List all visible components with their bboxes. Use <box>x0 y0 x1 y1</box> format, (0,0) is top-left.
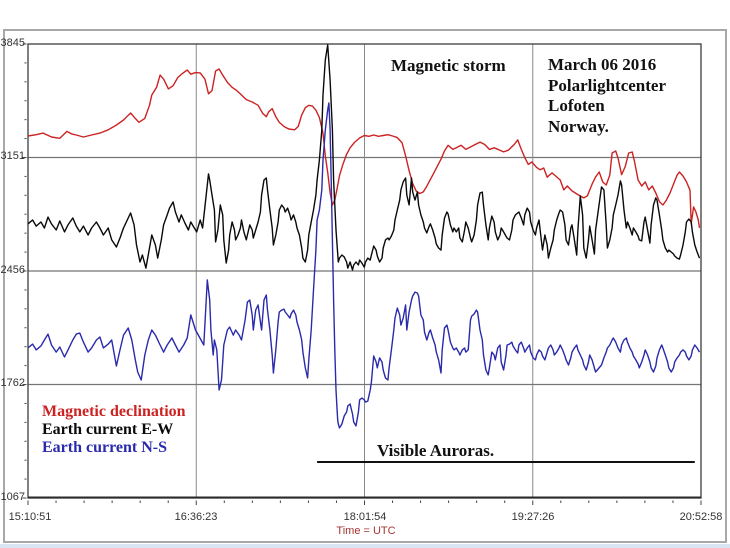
y-axis-label-1067: 1067 <box>0 491 25 503</box>
y-axis-label-3151: 3151 <box>0 150 25 162</box>
aurora-annotation: Visible Auroras. <box>377 441 495 460</box>
series-line-earth-current-e-w <box>28 44 701 271</box>
series-line-magnetic-declination <box>28 68 701 229</box>
series-line-earth-current-n-s <box>28 102 701 429</box>
storm-annotation: Magnetic storm <box>391 56 506 75</box>
legend-item-earth-current-ew: Earth current E-W <box>42 421 174 438</box>
x-axis-label-5: 20:52:58 <box>679 511 723 523</box>
info-line-center: Polarlightcenter <box>548 75 667 95</box>
info-line-country: Norway. <box>548 116 609 136</box>
x-axis-title: Time = UTC <box>336 525 396 537</box>
y-axis-label-1762: 1762 <box>0 377 25 389</box>
x-axis-label-3: 18:01:54 <box>343 511 387 523</box>
y-axis-label-3845: 3845 <box>0 37 25 49</box>
x-axis-label-1: 15:10:51 <box>8 511 52 523</box>
bottom-edge-strip <box>0 544 730 548</box>
info-line-place: Lofoten <box>548 96 605 115</box>
y-axis-label-2456: 2456 <box>0 264 25 276</box>
x-axis-label-4: 19:27:26 <box>511 511 555 523</box>
legend-item-earth-current-ns: Earth current N-S <box>42 439 168 456</box>
info-line-date: March 06 2016 <box>548 55 657 74</box>
legend: Magnetic declination Earth current E-W E… <box>42 403 186 457</box>
info-annotation: March 06 2016 Polarlightcenter Lofoten N… <box>548 55 666 137</box>
legend-item-magnetic-declination: Magnetic declination <box>42 403 186 420</box>
x-axis-label-2: 16:36:23 <box>174 511 218 523</box>
